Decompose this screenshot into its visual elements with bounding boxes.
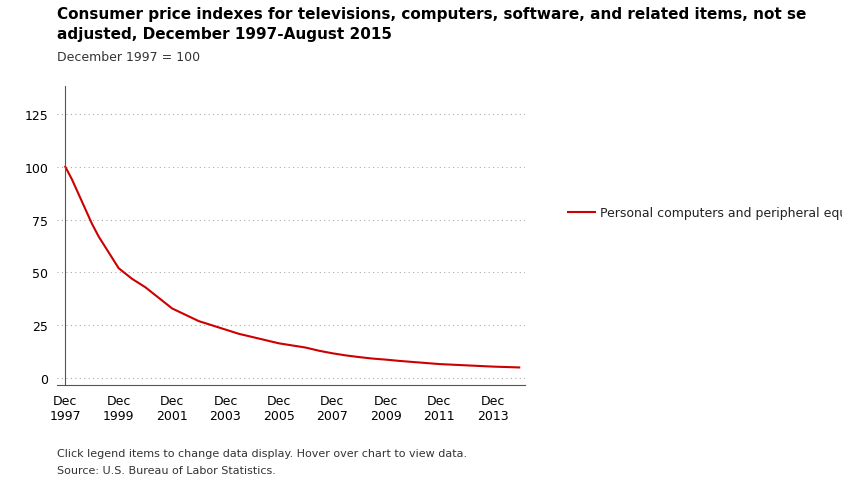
Text: Consumer price indexes for televisions, computers, software, and related items, : Consumer price indexes for televisions, …	[57, 7, 807, 22]
Text: Click legend items to change data display. Hover over chart to view data.: Click legend items to change data displa…	[57, 448, 467, 458]
Text: adjusted, December 1997-August 2015: adjusted, December 1997-August 2015	[57, 27, 392, 42]
Text: December 1997 = 100: December 1997 = 100	[57, 51, 200, 64]
Text: Personal computers and peripheral equipment: Personal computers and peripheral equipm…	[600, 207, 842, 219]
Text: Source: U.S. Bureau of Labor Statistics.: Source: U.S. Bureau of Labor Statistics.	[57, 465, 276, 475]
